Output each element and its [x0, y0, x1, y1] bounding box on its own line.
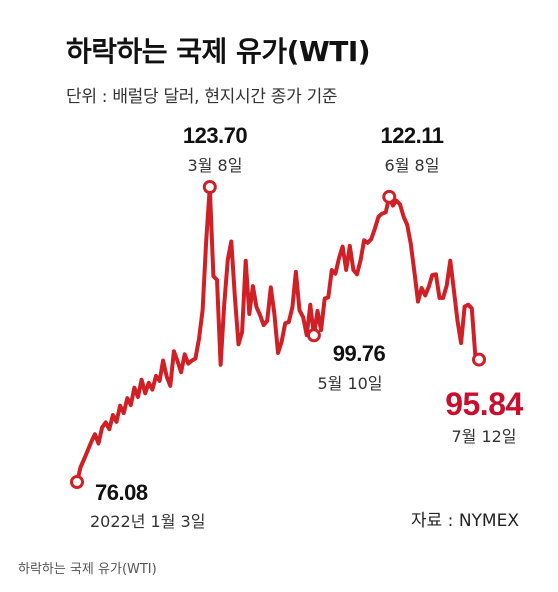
series-line-layer	[75, 185, 481, 484]
annotation-value-label: 95.84	[445, 386, 523, 422]
annotation-marker	[472, 352, 486, 367]
annotation-value-label: 123.70	[183, 123, 248, 148]
chart-title: 하락하는 국제 유가(WTI)	[66, 35, 371, 68]
annotation-value-label: 99.76	[333, 341, 386, 366]
wti-price-line	[75, 185, 481, 484]
annotation-date-label: 7월 12일	[451, 427, 516, 446]
annotation-marker-layer	[70, 180, 486, 489]
source-label: 자료 : NYMEX	[411, 511, 519, 531]
annotation-label-layer: 76.08 2022년 1월 3일 123.70 3월 8일 99.76 5월 10일 12…	[90, 123, 524, 531]
annotation-value-label: 122.11	[380, 123, 443, 148]
annotation-date-label: 3월 8일	[188, 156, 243, 175]
annotation-marker	[202, 180, 217, 194]
chart-unit-note: 단위 : 배럴당 달러, 현지시간 종가 기준	[66, 87, 338, 107]
annotation-marker	[382, 189, 397, 204]
annotation-marker	[306, 328, 321, 343]
annotation-date-label: 2022년 1월 3일	[90, 512, 205, 531]
annotation-value-label: 76.08	[95, 480, 148, 505]
annotation-date-label: 5월 10일	[317, 374, 382, 393]
annotation-marker	[70, 475, 84, 489]
figure-caption: 하락하는 국제 유가(WTI)	[18, 562, 157, 577]
annotation-date-label: 6월 8일	[385, 156, 440, 175]
